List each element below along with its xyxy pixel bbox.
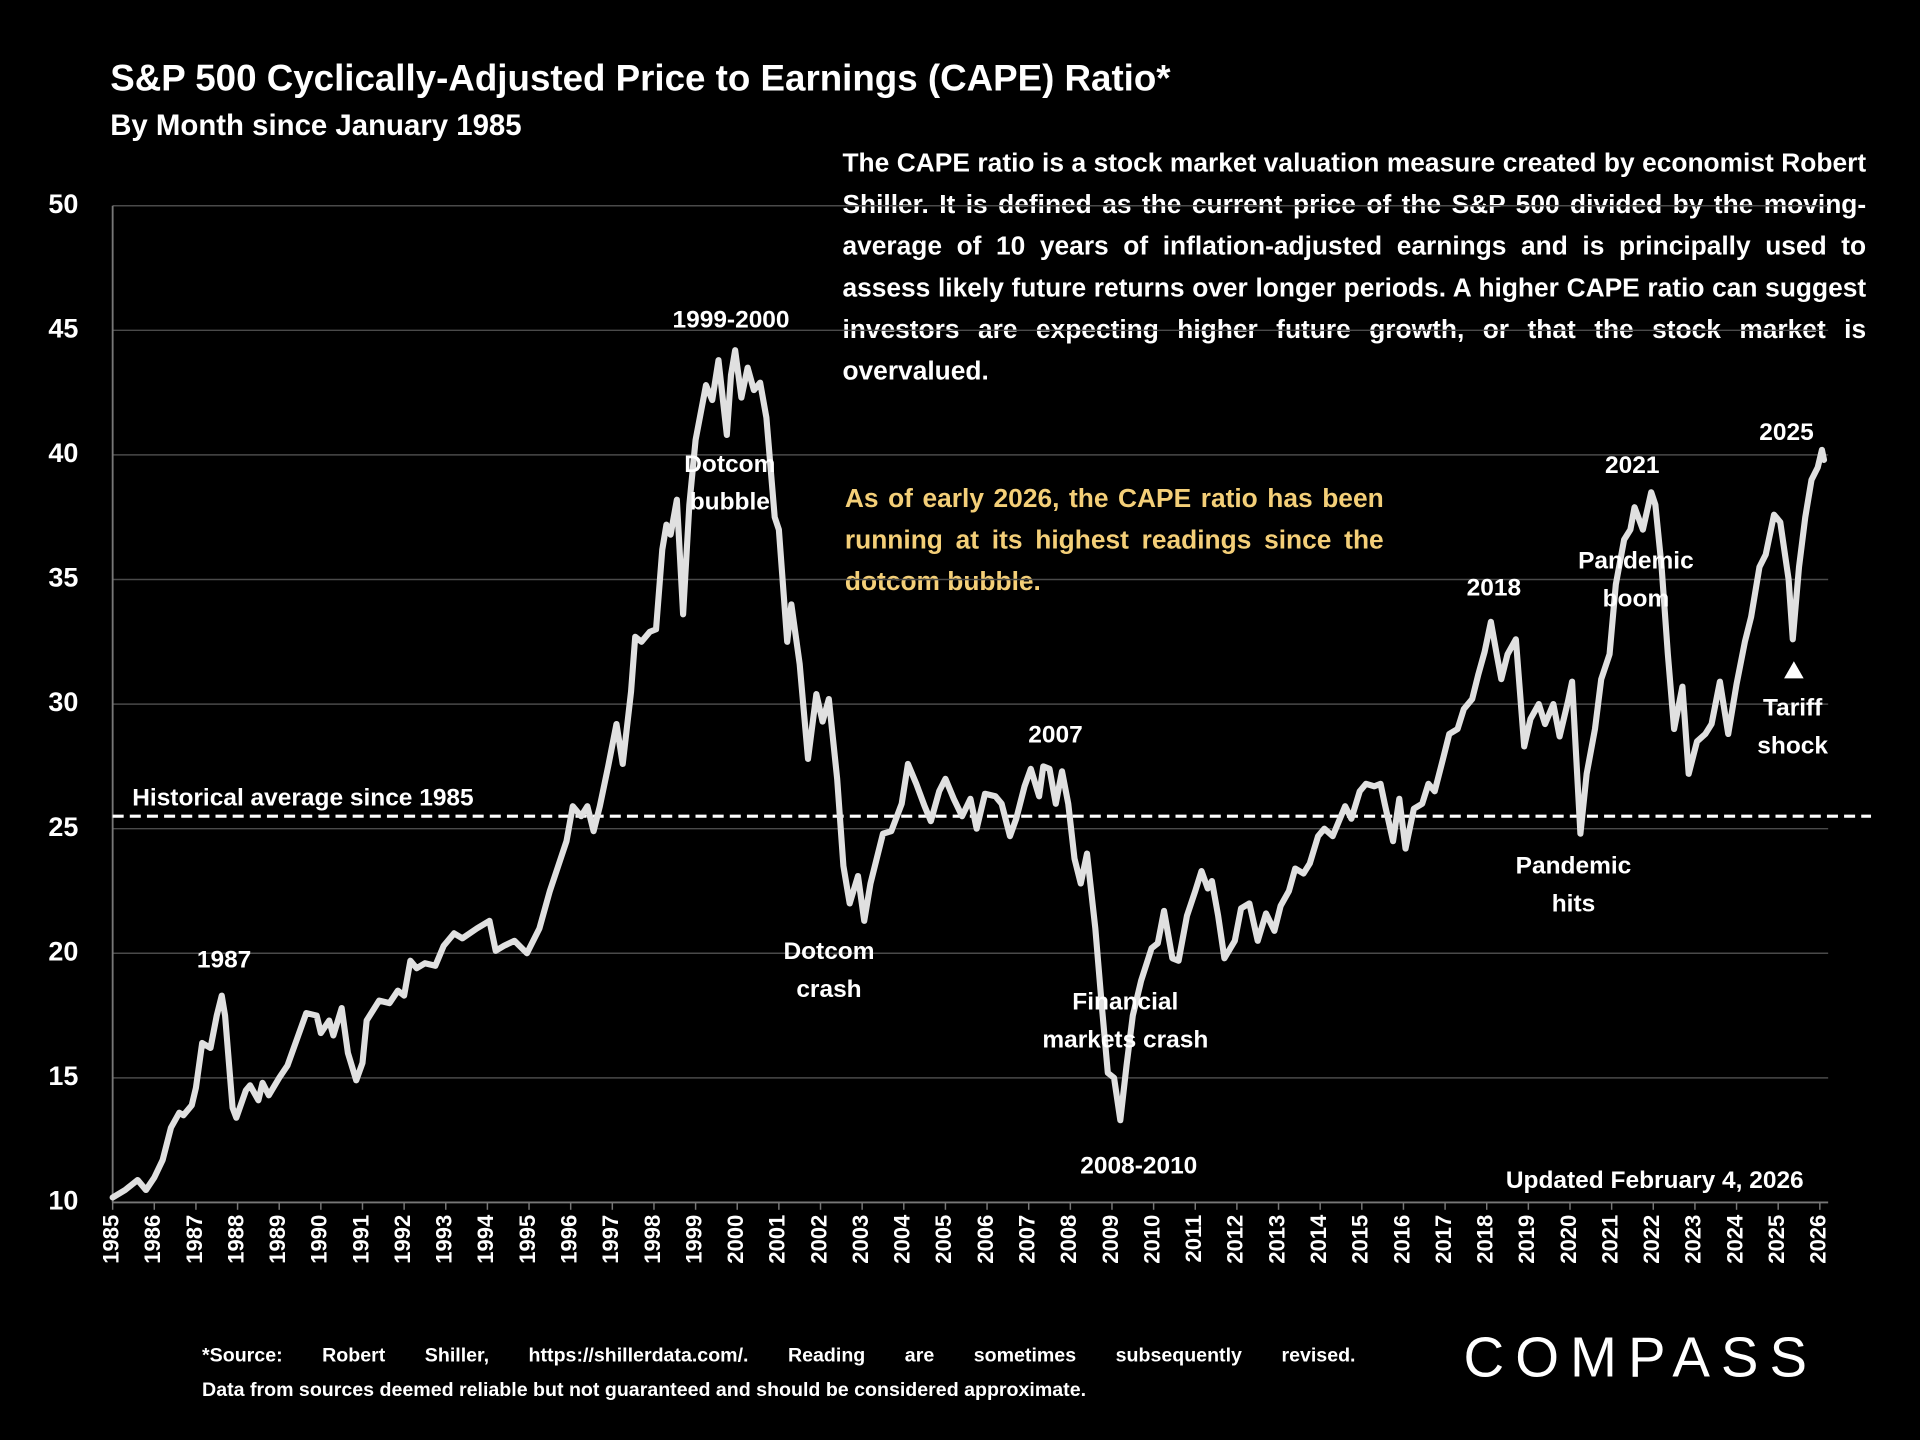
x-tick-label: 1994: [473, 1214, 498, 1264]
x-tick-label: 2012: [1223, 1215, 1248, 1264]
annotation: boom: [1603, 585, 1670, 612]
y-tick-label: 10: [48, 1186, 78, 1216]
x-tick-label: 2007: [1015, 1215, 1040, 1264]
y-tick-label: 30: [48, 687, 78, 717]
x-tick-label: 2026: [1806, 1215, 1831, 1264]
x-tick-label: 1988: [223, 1215, 248, 1264]
x-tick-label: 1986: [140, 1215, 165, 1264]
x-tick-label: 2020: [1556, 1215, 1581, 1264]
chart-title: S&P 500 Cyclically-Adjusted Price to Ear…: [110, 58, 1171, 99]
x-tick-label: 2004: [890, 1214, 915, 1264]
y-tick-label: 35: [48, 563, 78, 593]
x-tick-label: 2019: [1514, 1215, 1539, 1264]
annotation: 2008-2010: [1080, 1152, 1197, 1179]
callout-box: As of early 2026, the CAPE ratio has bee…: [844, 483, 1384, 597]
annotation: 2021: [1605, 452, 1659, 479]
x-tick-label: 2011: [1181, 1215, 1206, 1263]
x-tick-label: 1992: [390, 1215, 415, 1264]
x-tick-label: 1996: [557, 1215, 582, 1264]
x-tick-label: 2002: [806, 1215, 831, 1264]
chart-subtitle: By Month since January 1985: [110, 109, 521, 142]
x-tick-label: 2014: [1306, 1214, 1331, 1264]
x-tick-label: 2022: [1639, 1215, 1664, 1264]
annotation: hits: [1552, 890, 1596, 917]
x-tick-label: 2009: [1098, 1215, 1123, 1264]
y-tick-label: 20: [48, 936, 78, 966]
x-tick-label: 1998: [640, 1215, 665, 1264]
x-tick-label: 1990: [307, 1215, 332, 1264]
x-tick-label: 2016: [1389, 1215, 1414, 1264]
annotation: shock: [1757, 732, 1828, 759]
annotation: 1999-2000: [673, 306, 790, 333]
x-tick-label: 2005: [931, 1215, 956, 1264]
x-tick-label: 2013: [1264, 1215, 1289, 1264]
y-tick-label: 45: [48, 313, 78, 343]
average-label: Historical average since 1985: [132, 785, 473, 812]
x-tick-label: 2024: [1722, 1214, 1747, 1264]
description-box: The CAPE ratio is a stock market valuati…: [842, 148, 1867, 386]
annotation: 2018: [1467, 574, 1521, 601]
x-tick-label: 1993: [432, 1215, 457, 1264]
annotation: 2025: [1759, 419, 1813, 446]
x-tick-label: 1987: [182, 1215, 207, 1264]
annotation: Pandemic: [1578, 548, 1694, 575]
annotation: Tariff: [1763, 694, 1823, 721]
x-tick-label: 2018: [1473, 1215, 1498, 1264]
annotation: markets crash: [1042, 1026, 1208, 1053]
annotation: crash: [796, 976, 861, 1003]
footnote-line: *Source: Robert Shiller, https://shiller…: [202, 1345, 1356, 1367]
annotation: 2007: [1028, 721, 1082, 748]
x-tick-label: 1991: [348, 1215, 373, 1264]
y-tick-label: 40: [48, 438, 78, 468]
x-tick-label: 2003: [848, 1215, 873, 1264]
x-tick-label: 2015: [1348, 1215, 1373, 1264]
annotation: Financial: [1072, 988, 1178, 1015]
x-tick-label: 1999: [681, 1215, 706, 1264]
updated-note: Updated February 4, 2026: [1506, 1167, 1804, 1194]
y-tick-label: 25: [48, 812, 78, 842]
callout: As of early 2026, the CAPE ratio has bee…: [844, 483, 1384, 597]
footnote-box: *Source: Robert Shiller, https://shiller…: [202, 1345, 1356, 1401]
x-tick-label: 2008: [1056, 1215, 1081, 1264]
logo: COMPASS: [1464, 1326, 1819, 1389]
x-tick-label: 2010: [1139, 1215, 1164, 1264]
description: The CAPE ratio is a stock market valuati…: [842, 148, 1867, 386]
x-tick-label: 1997: [598, 1215, 623, 1264]
y-tick-label: 50: [48, 189, 78, 219]
x-tick-label: 2000: [723, 1215, 748, 1264]
footnote-line: Data from sources deemed reliable but no…: [202, 1380, 1087, 1401]
tariff-marker: [1784, 661, 1804, 679]
y-tick-label: 15: [48, 1061, 78, 1091]
annotation: Dotcom: [783, 938, 874, 965]
x-tick-label: 2025: [1764, 1215, 1789, 1264]
x-tick-label: 1995: [515, 1215, 540, 1264]
x-tick-label: 1989: [265, 1215, 290, 1264]
x-tick-label: 1985: [98, 1215, 123, 1264]
x-tick-label: 2021: [1597, 1215, 1622, 1264]
annotation: bubble: [690, 489, 770, 516]
annotation: Pandemic: [1516, 852, 1632, 879]
x-tick-label: 2006: [973, 1215, 998, 1264]
x-tick-label: 2017: [1431, 1215, 1456, 1264]
x-tick-label: 2001: [765, 1215, 790, 1264]
annotation: 1987: [197, 947, 251, 974]
annotation: Dotcom: [684, 451, 775, 478]
x-tick-label: 2023: [1681, 1215, 1706, 1264]
cape-line: [109, 347, 1828, 1201]
